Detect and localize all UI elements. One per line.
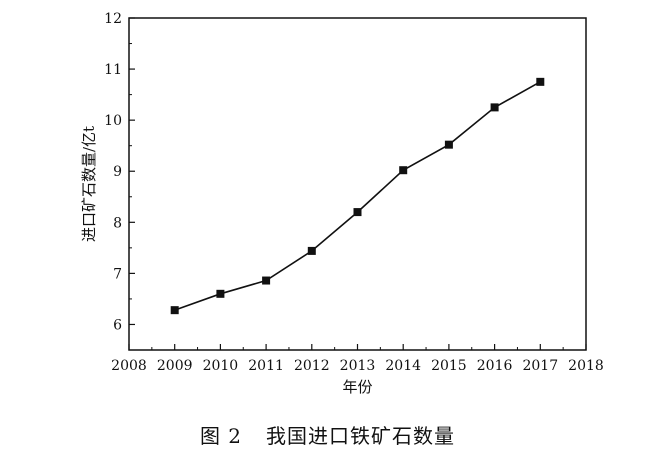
series-line bbox=[174, 81, 541, 311]
y-tick-label: 8 bbox=[113, 215, 122, 231]
y-tick-label: 11 bbox=[104, 62, 122, 78]
data-point-marker bbox=[170, 306, 179, 315]
data-point-marker bbox=[399, 166, 408, 175]
x-tick-label: 2018 bbox=[568, 358, 604, 374]
x-tick-label: 2009 bbox=[157, 358, 193, 374]
data-point-marker bbox=[490, 103, 499, 112]
data-point-marker bbox=[536, 77, 545, 86]
x-tick-label: 2008 bbox=[111, 358, 147, 374]
data-point-marker bbox=[307, 246, 316, 255]
figure-caption: 图 2 我国进口铁矿石数量 bbox=[0, 420, 655, 449]
data-point-marker bbox=[262, 276, 271, 285]
plot-frame bbox=[128, 17, 587, 351]
x-tick-label: 2013 bbox=[340, 358, 376, 374]
y-tick-label: 6 bbox=[113, 317, 122, 333]
x-tick-label: 2011 bbox=[248, 358, 284, 374]
y-tick-label: 10 bbox=[104, 113, 122, 129]
x-tick-label: 2016 bbox=[477, 358, 513, 374]
line-chart: 2008 2009 2010 2011 2012 2013 2014 2015 2016 2017… bbox=[80, 11, 604, 396]
data-point-marker bbox=[353, 208, 362, 217]
x-tick-label: 2010 bbox=[203, 358, 239, 374]
data-point-marker bbox=[216, 289, 225, 298]
x-tick-label: 2014 bbox=[385, 358, 421, 374]
x-tick-label: 2015 bbox=[431, 358, 467, 374]
y-axis-title: 进口矿石数量/亿t bbox=[80, 126, 98, 242]
caption-label: 图 2 bbox=[199, 424, 243, 448]
data-point-marker bbox=[444, 140, 453, 149]
x-tick-label: 2017 bbox=[522, 358, 558, 374]
x-tick-label: 2012 bbox=[294, 358, 330, 374]
caption-text: 我国进口铁矿石数量 bbox=[266, 424, 456, 448]
y-tick-label: 12 bbox=[104, 11, 122, 27]
y-tick-label: 9 bbox=[113, 164, 122, 180]
x-axis-title: 年份 bbox=[342, 378, 372, 396]
y-tick-label: 7 bbox=[113, 266, 122, 282]
